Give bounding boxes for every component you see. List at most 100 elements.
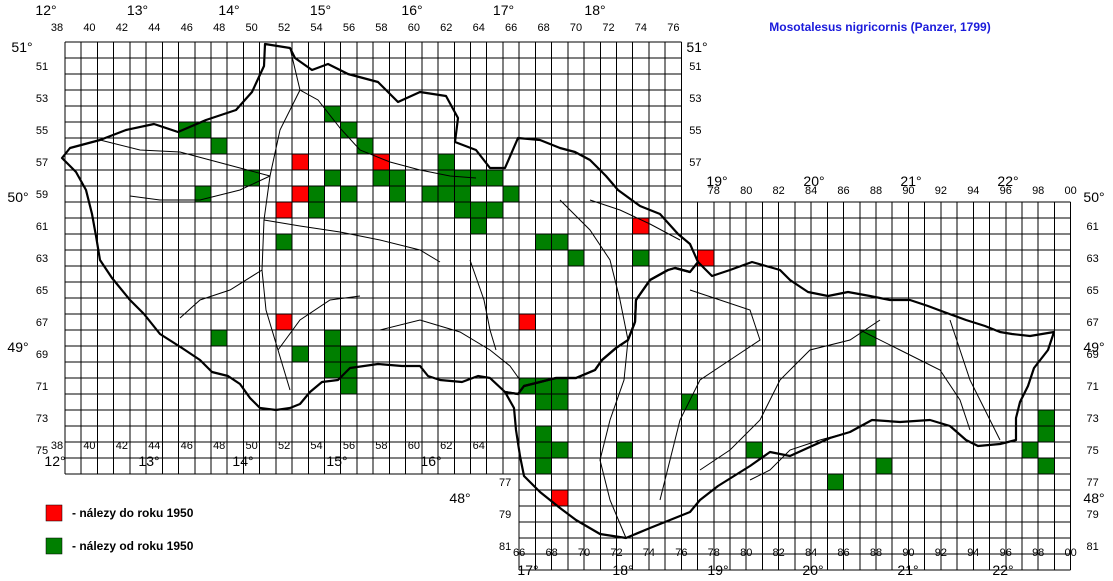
bottom-column-number: 62 — [440, 440, 452, 452]
right-row-number: 81 — [1087, 541, 1099, 553]
top-degree-label: 15° — [310, 2, 331, 18]
river-elbe — [289, 47, 477, 179]
record-square-new — [535, 442, 552, 458]
right-row-number: 65 — [1087, 285, 1099, 297]
record-square-new — [1038, 426, 1055, 442]
river-luznice — [277, 295, 361, 351]
record-square-new — [486, 170, 503, 186]
top-column-number: 76 — [667, 22, 679, 34]
record-square-old — [292, 186, 309, 202]
bottom-right-degree-label: 21° — [897, 562, 918, 578]
record-square-new — [438, 186, 455, 202]
record-square-new — [292, 346, 309, 362]
bottom-right-column-number: 72 — [610, 547, 622, 559]
top-right-column-number: 98 — [1032, 185, 1044, 197]
top-column-number: 56 — [343, 22, 355, 34]
left-row-number: 65 — [36, 285, 48, 297]
right-row-number: 61 — [1087, 221, 1099, 233]
bottom-right-column-number: 68 — [545, 547, 557, 559]
river-dyje — [379, 319, 521, 381]
record-square-old — [632, 218, 649, 234]
top-column-number: 70 — [570, 22, 582, 34]
grid-west — [64, 41, 682, 475]
top-right-column-number: 92 — [935, 185, 947, 197]
bottom-right-column-number: 70 — [578, 547, 590, 559]
bottom-right-column-number: 84 — [805, 547, 817, 559]
bottom-degree-label: 16° — [420, 453, 441, 469]
top-right-column-number: 96 — [1000, 185, 1012, 197]
bottom-degree-label: 15° — [326, 453, 347, 469]
record-square-new — [1038, 458, 1055, 474]
left-row-number: 63 — [36, 253, 48, 265]
bottom-column-number: 40 — [83, 440, 95, 452]
right-row-number: 63 — [1087, 253, 1099, 265]
left-row-number: 79 — [499, 509, 511, 521]
record-square-new — [859, 330, 876, 346]
bottom-degree-label: 12° — [44, 453, 65, 469]
record-square-new — [340, 122, 357, 138]
legend-label: - nálezy od roku 1950 — [72, 539, 194, 553]
record-square-new — [438, 154, 455, 170]
record-square-new — [1038, 410, 1055, 426]
bottom-right-degree-label: 20° — [802, 562, 823, 578]
record-square-new — [454, 202, 471, 218]
record-square-new — [308, 202, 325, 218]
bottom-right-column-number: 76 — [675, 547, 687, 559]
record-square-new — [373, 170, 390, 186]
top-degree-label: 12° — [35, 2, 56, 18]
top-column-number: 46 — [181, 22, 193, 34]
bottom-right-degree-label: 19° — [707, 562, 728, 578]
record-square-old — [519, 314, 536, 330]
record-square-new — [210, 138, 228, 154]
right-row-number: 67 — [1087, 317, 1099, 329]
top-column-number: 42 — [116, 22, 128, 34]
right-row-number: 79 — [1087, 509, 1099, 521]
bottom-right-column-number: 74 — [643, 547, 655, 559]
bottom-column-number: 42 — [116, 440, 128, 452]
bottom-column-number: 52 — [278, 440, 290, 452]
top-column-number: 72 — [602, 22, 614, 34]
left-row-number: 67 — [36, 317, 48, 329]
left-row-number: 81 — [499, 541, 511, 553]
top-column-number: 74 — [635, 22, 647, 34]
top-right-column-number: 94 — [967, 185, 979, 197]
record-square-new — [454, 186, 471, 202]
lat-label-left: 51° — [11, 39, 32, 55]
bottom-right-column-number: 00 — [1065, 547, 1077, 559]
bottom-right-column-number: 66 — [513, 547, 525, 559]
river-sazava — [263, 219, 441, 263]
czech-border — [60, 42, 700, 412]
record-square-new — [502, 186, 520, 202]
record-square-new — [308, 186, 325, 202]
legend-swatch — [45, 504, 63, 522]
bottom-right-column-number: 90 — [902, 547, 914, 559]
bottom-right-column-number: 88 — [870, 547, 882, 559]
record-square-new — [470, 218, 487, 234]
top-right-column-number: 88 — [870, 185, 882, 197]
river-vltava — [261, 89, 301, 391]
record-square-new — [551, 234, 568, 250]
record-square-new — [324, 170, 341, 186]
top-right-column-number: 00 — [1065, 185, 1077, 197]
left-row-number: 53 — [36, 93, 48, 105]
bottom-right-column-number: 82 — [773, 547, 785, 559]
left-row-number: 61 — [36, 221, 48, 233]
record-square-new — [535, 426, 552, 442]
bottom-right-column-number: 94 — [967, 547, 979, 559]
record-square-new — [535, 458, 552, 474]
record-square-new — [632, 250, 649, 266]
river-hron — [699, 319, 881, 471]
right-row-number: 69 — [1087, 349, 1099, 361]
record-square-new — [210, 330, 228, 346]
bottom-degree-label: 14° — [232, 453, 253, 469]
top-right-degree-label: 21° — [900, 173, 921, 189]
record-square-new — [438, 170, 455, 186]
river-svratka — [469, 259, 497, 351]
river-berounka — [129, 175, 271, 201]
record-square-old — [292, 154, 309, 170]
left-row-number: 75 — [36, 445, 48, 457]
top-right-column-number: 84 — [805, 185, 817, 197]
top-column-number: 40 — [83, 22, 95, 34]
record-square-new — [340, 378, 357, 394]
top-column-number: 66 — [505, 22, 517, 34]
